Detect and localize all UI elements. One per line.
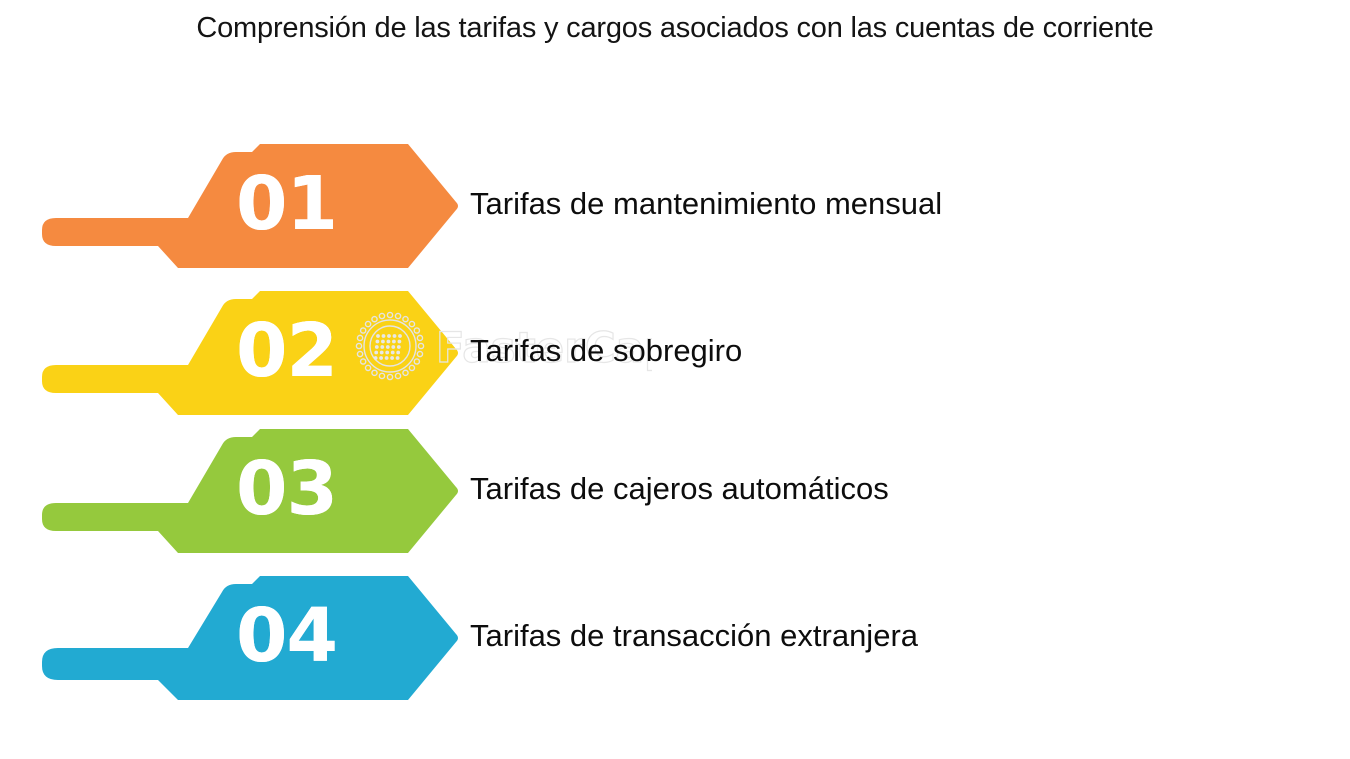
- arrow-banner-icon: [42, 576, 458, 700]
- step-number: 01: [236, 161, 338, 247]
- banner-shape-04[interactable]: 04: [28, 566, 460, 706]
- arrow-banner-icon: [42, 291, 458, 415]
- step-label: Tarifas de sobregiro: [470, 333, 743, 368]
- step-number: 03: [236, 446, 338, 532]
- page-title: Comprensión de las tarifas y cargos asoc…: [196, 12, 1154, 44]
- step-number: 04: [236, 593, 338, 679]
- arrow-banner-icon: [42, 144, 458, 268]
- list-item[interactable]: 01 Tarifas de mantenimiento mensual: [0, 134, 1350, 274]
- banner-shape-03[interactable]: 03: [28, 419, 460, 559]
- step-label: Tarifas de mantenimiento mensual: [470, 186, 943, 221]
- list-item[interactable]: 02 Tarifas de sobregiro: [0, 281, 1350, 421]
- banner-shape-01[interactable]: 01: [28, 134, 460, 274]
- step-label: Tarifas de transacción extranjera: [470, 618, 919, 653]
- banner-shape-02[interactable]: 02: [28, 281, 460, 421]
- list-item[interactable]: 04 Tarifas de transacción extranjera: [0, 566, 1350, 706]
- step-label: Tarifas de cajeros automáticos: [470, 471, 889, 506]
- list-item[interactable]: 03 Tarifas de cajeros automáticos: [0, 419, 1350, 559]
- step-number: 02: [236, 308, 338, 394]
- arrow-banner-icon: [42, 429, 458, 553]
